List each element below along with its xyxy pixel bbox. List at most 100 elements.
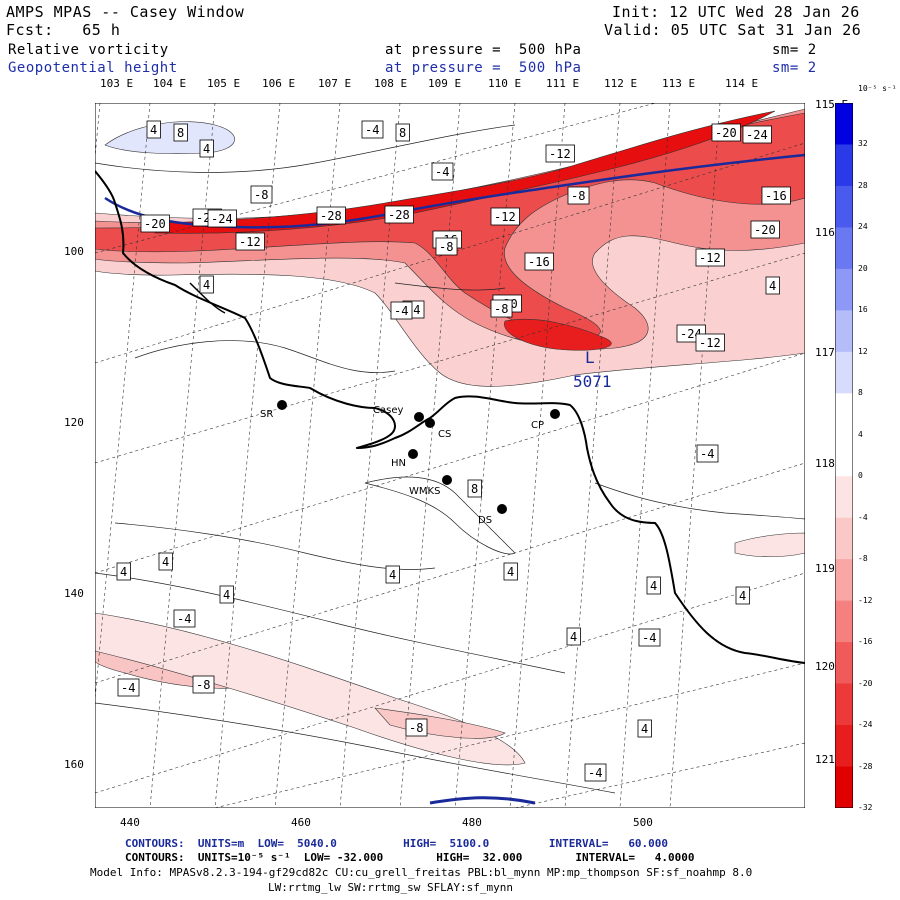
footer-model-info: Model Info: MPASv8.2.3-194-gf29cd82c CU:…: [90, 866, 753, 879]
longitude-label: 110 E: [488, 77, 522, 90]
colorbar-swatch: [835, 476, 853, 519]
contour-label-box: [638, 628, 661, 647]
contour-label: -4: [394, 304, 408, 318]
contour-label-box: [173, 123, 188, 142]
colorbar-level-label: 20: [858, 263, 868, 273]
contour-label-box: [390, 301, 413, 320]
contour-label-box: [173, 609, 196, 628]
contour-label: -16: [528, 255, 550, 269]
contour-label: -8: [409, 721, 423, 735]
longitude-label: 105 E: [207, 77, 241, 90]
contour-labels: 4 84-4 8 -20 -24-4-12-8-28-16-24 -28-24-20 -12…: [116, 120, 791, 782]
contour-label: -12: [494, 210, 516, 224]
contour-label: 4: [389, 568, 396, 582]
colorbar-level-label: 32: [858, 139, 868, 149]
contour-label-box: [695, 333, 725, 352]
colorbar-swatch: [835, 310, 853, 353]
contour-label: 4: [162, 555, 169, 569]
contour-label-box: [395, 123, 410, 142]
contour-label: -24: [746, 128, 768, 142]
longitude-label: 112 E: [604, 77, 638, 90]
contour-label: -20: [144, 217, 166, 231]
colorbar-swatch: [835, 600, 853, 643]
contour-label: -4: [121, 681, 135, 695]
field2-smoothing: sm= 2: [772, 60, 817, 76]
contour-label: 4: [203, 142, 210, 156]
field1-smoothing: sm= 2: [772, 42, 817, 58]
valid-time: Valid: 05 UTC Sat 31 Jan 26: [604, 21, 862, 39]
colorbar-unit: 10⁻⁵ s⁻¹: [858, 84, 897, 93]
station-label: Casey: [373, 405, 403, 416]
longitude-label: 109 E: [428, 77, 462, 90]
contour-label: -20: [754, 223, 776, 237]
contour-label-box: [735, 586, 750, 605]
y-tick-label: 100: [64, 245, 84, 258]
contour-label-box: [431, 162, 454, 181]
colorbar-level-label: -4: [858, 512, 868, 522]
contour-label: 8: [471, 482, 478, 496]
field1-name: Relative vorticity: [8, 42, 169, 58]
contour-label: 4: [641, 722, 648, 736]
colorbar-level-label: 4: [858, 429, 863, 439]
contour-label: 8: [177, 126, 184, 140]
contour-label-box: [711, 123, 741, 142]
contour-label: -24: [211, 212, 233, 226]
contour-label: -12: [699, 251, 721, 265]
contour-label-box: [742, 125, 772, 144]
contour-label-box: [117, 678, 140, 697]
colorbar-level-label: 12: [858, 346, 868, 356]
contour-label-box: [207, 209, 237, 228]
contour-label-box: [695, 248, 725, 267]
colorbar: [835, 103, 853, 808]
low-marker: L: [585, 348, 595, 367]
contour-label-box: [696, 444, 719, 463]
contour-label-box: [584, 763, 607, 782]
contour-label: 4: [223, 588, 230, 602]
colorbar-swatch: [835, 144, 853, 187]
contour-label: 8: [399, 126, 406, 140]
station-label: SR: [260, 409, 273, 420]
station-label: HN: [391, 458, 406, 469]
contour-label-box: [567, 186, 590, 205]
contour-label: -4: [365, 123, 379, 137]
colorbar-swatch: [835, 683, 853, 726]
colorbar-swatch: [835, 351, 853, 394]
colorbar-swatch: [835, 103, 853, 145]
model-title: AMPS MPAS -- Casey Window: [6, 3, 245, 21]
contour-label-box: [490, 299, 513, 318]
contour-label-box: [199, 139, 214, 158]
x-tick-label: 500: [633, 816, 653, 829]
y-tick-label: 140: [64, 587, 84, 600]
vorticity-core-south: [504, 318, 612, 351]
footer-geopotential-contours: CONTOURS: UNITS=m LOW= 5040.0 HIGH= 5100…: [125, 837, 669, 850]
colorbar-level-label: -20: [858, 678, 873, 688]
contour-label: 4: [650, 579, 657, 593]
station-dot: [277, 400, 287, 410]
geopotential-contour-south: [429, 796, 536, 805]
vorticity-band-south4: [734, 532, 805, 558]
coastline-ice: [189, 282, 226, 314]
x-tick-label: 480: [462, 816, 482, 829]
coastline: [95, 170, 805, 664]
station-label: WMKS: [409, 486, 440, 497]
colorbar-level-label: -28: [858, 761, 873, 771]
contour-label: 4: [507, 565, 514, 579]
colorbar-swatch: [835, 268, 853, 311]
contour-label: -20: [715, 126, 737, 140]
contour-label: 4: [570, 630, 577, 644]
y-tick-label: 160: [64, 758, 84, 771]
contour-label-box: [384, 205, 414, 224]
station-dot: [497, 504, 507, 514]
contour-label: -4: [435, 165, 449, 179]
colorbar-level-label: 28: [858, 180, 868, 190]
contour-label-box: [637, 719, 652, 738]
contour-label: 4: [739, 589, 746, 603]
colorbar-swatch: [835, 559, 853, 602]
colorbar-level-label: 16: [858, 305, 868, 315]
contour-label: 4: [769, 279, 776, 293]
station-dot: [414, 412, 424, 422]
colorbar-swatch: [835, 185, 853, 228]
colorbar-swatch: [835, 393, 853, 436]
contour-label-box: [566, 627, 581, 646]
